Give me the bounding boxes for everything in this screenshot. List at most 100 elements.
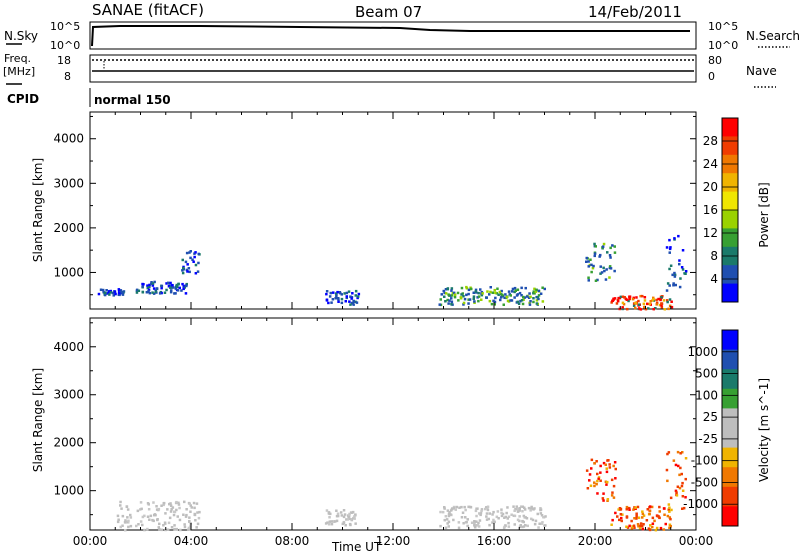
power-cell	[668, 298, 672, 301]
velocity-cell	[611, 518, 614, 522]
power-cell	[452, 291, 456, 295]
power-cell	[599, 265, 602, 268]
power-cell	[669, 246, 672, 249]
power-cell	[188, 270, 191, 274]
power-cell	[194, 251, 197, 254]
power-cell	[529, 300, 532, 303]
power-cell	[181, 269, 184, 272]
power-cell	[599, 272, 602, 275]
velocity-cell	[348, 512, 351, 516]
velocity-region-5	[665, 450, 688, 510]
power-cell	[594, 279, 598, 282]
colorbar-swatch	[722, 369, 738, 390]
velocity-cell	[654, 528, 658, 532]
velocity-cell	[501, 512, 505, 516]
velocity-cell	[473, 520, 476, 523]
power-cell	[501, 293, 504, 297]
power-cell	[493, 300, 497, 304]
velocity-cell	[343, 513, 347, 516]
power-region-4	[438, 285, 546, 307]
power-cell	[335, 295, 338, 298]
power-cell	[107, 290, 111, 293]
power-cell	[535, 288, 538, 292]
power-cell	[652, 296, 655, 300]
ytick-label: 4000	[53, 132, 84, 146]
power-cell	[121, 293, 125, 296]
power-cell	[196, 270, 200, 273]
velocity-cell	[658, 516, 661, 520]
power-cell	[593, 254, 596, 258]
power-cell	[163, 291, 167, 294]
velocity-cell	[328, 516, 331, 519]
velocity-cell	[455, 505, 458, 509]
velocity-cell	[467, 505, 470, 509]
velocity-cell	[621, 513, 624, 516]
velocity-cell	[462, 522, 465, 525]
power-cell	[453, 295, 457, 299]
power-cell	[194, 272, 198, 275]
velocity-cell	[606, 498, 610, 501]
velocity-cell	[608, 463, 611, 466]
power-cell	[172, 286, 175, 289]
velocity-cell	[466, 524, 469, 528]
power-cell	[643, 306, 646, 309]
power-cell	[345, 291, 349, 295]
velocity-cell	[474, 526, 477, 529]
power-cell	[467, 302, 470, 305]
power-cell	[634, 306, 637, 310]
power-cell	[678, 262, 681, 266]
power-cell	[350, 296, 354, 299]
velocity-cell	[137, 523, 140, 526]
power-cell	[182, 266, 185, 270]
velocity-cell	[507, 515, 511, 518]
velocity-cell	[500, 514, 504, 518]
xtick-label: 20:00	[578, 534, 613, 548]
power-cell	[679, 277, 682, 280]
power-cell	[186, 263, 189, 266]
velocity-cell	[517, 510, 520, 513]
velocity-cell	[125, 505, 129, 508]
ytick-label: 3000	[53, 388, 84, 402]
velocity-cell	[324, 522, 328, 525]
velocity-cell	[335, 509, 338, 512]
velocity-cell	[129, 513, 132, 517]
power-cell	[109, 289, 112, 293]
power-cell	[450, 297, 453, 300]
power-cell	[112, 294, 115, 297]
nave-label: Nave	[746, 64, 777, 78]
power-cell	[587, 279, 590, 282]
power-cell	[349, 295, 352, 298]
velocity-cell	[646, 508, 649, 511]
colorbar-frame	[721, 329, 739, 527]
power-cell	[660, 296, 663, 299]
freq-tick-top: 18	[57, 54, 71, 67]
velocity-cell	[457, 526, 461, 530]
power-cell	[609, 267, 613, 270]
power-cell	[673, 273, 677, 277]
power-cell	[340, 293, 343, 296]
velocity-cell	[513, 523, 516, 526]
power-cell	[632, 302, 636, 305]
power-cell	[446, 287, 450, 290]
power-cell	[655, 298, 658, 302]
power-cell	[594, 245, 597, 248]
velocity-cell	[625, 505, 629, 509]
power-cell	[497, 293, 500, 296]
power-cell	[347, 290, 351, 293]
station-title: SANAE (fitACF)	[92, 1, 204, 19]
velocity-cell	[473, 523, 476, 527]
power-cell	[611, 299, 615, 302]
velocity-cell	[116, 520, 120, 524]
power-cell	[345, 296, 348, 300]
velocity-cell	[513, 509, 516, 512]
velocity-cell	[518, 519, 521, 523]
velocity-cell	[188, 516, 191, 519]
xtick-label: 00:00	[73, 534, 108, 548]
velocity-cell	[636, 505, 640, 509]
velocity-cell	[504, 524, 507, 527]
velocity-cell	[518, 515, 521, 518]
nsky-label: N.Sky	[4, 29, 38, 43]
power-cell	[336, 290, 339, 294]
colorbar-tick-label: 100	[695, 388, 718, 402]
velocity-cell	[666, 479, 669, 483]
